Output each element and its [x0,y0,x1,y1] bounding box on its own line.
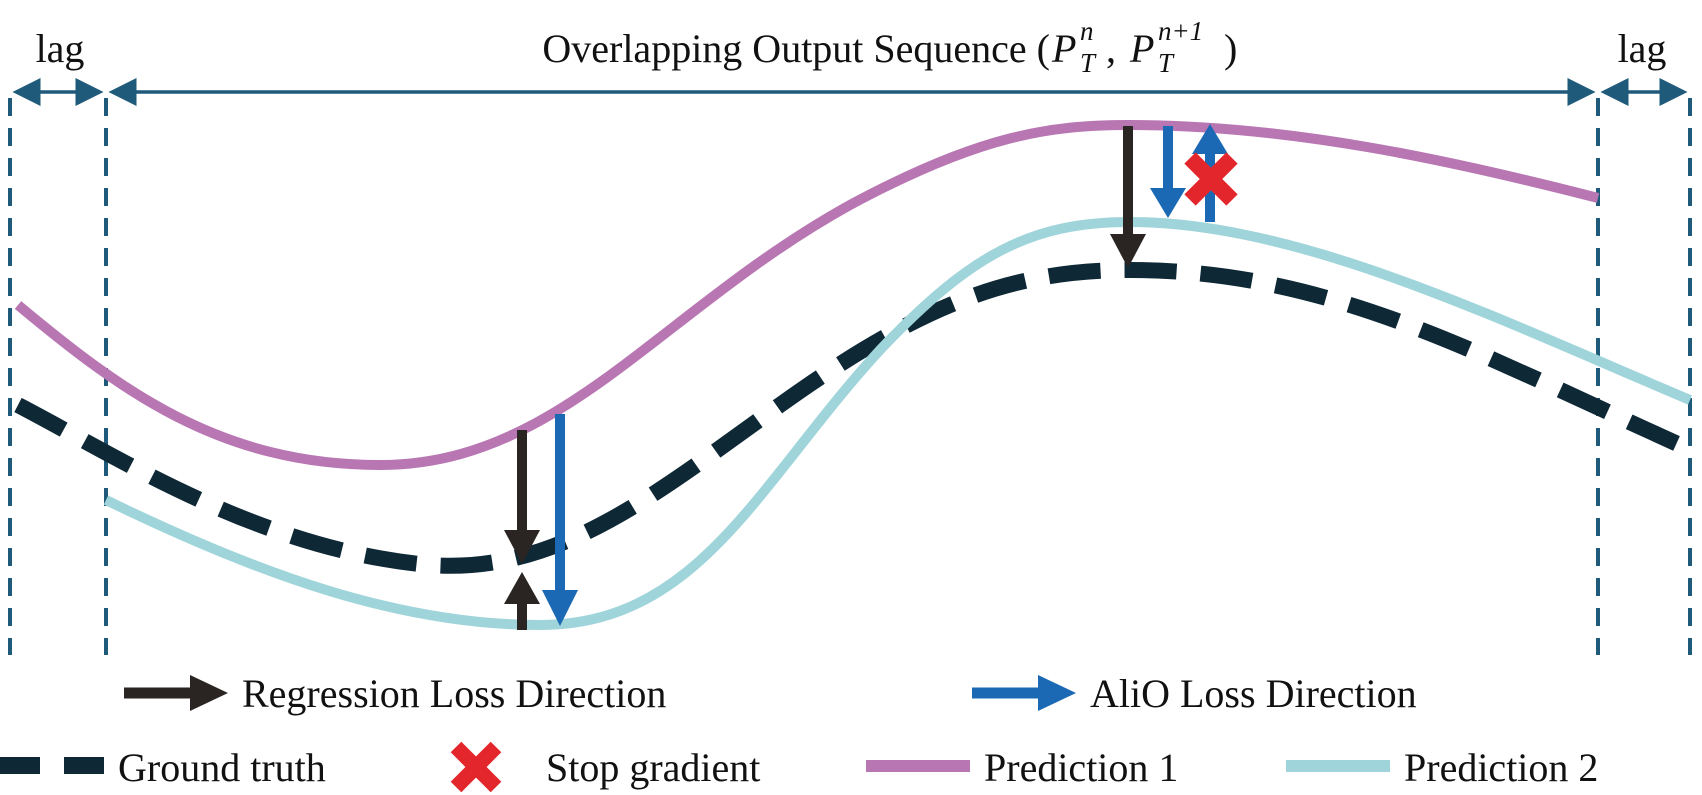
legend-ground-truth-label: Ground truth [118,745,326,790]
stop-gradient-icon [1184,152,1238,206]
alio-arrow-down-min [542,414,578,626]
legend-regression: Regression Loss Direction [124,671,666,716]
overlap-title-prefix: Overlapping Output Sequence ( [542,26,1050,71]
alio-arrow-down-peak [1150,126,1186,218]
ground-truth-swatch [0,757,104,774]
legend-prediction-1: Prediction 1 [866,745,1178,790]
lag-label-left: lag [36,26,85,71]
ground-truth-curve [14,261,1684,574]
legend-alio-label: AliO Loss Direction [1090,671,1417,716]
overlap-title: Overlapping Output Sequence ( P n T , P … [542,16,1237,78]
title-separator: , [1106,26,1116,71]
prediction-1-curve [14,119,1600,471]
legend-stop-gradient-label: Stop gradient [546,745,760,790]
p2-superscript: n+1 [1158,16,1203,46]
p1-base: P [1051,26,1076,71]
regression-arrow-down-peak [1110,126,1146,268]
lag-label-right: lag [1618,26,1667,71]
legend-ground-truth: Ground truth [0,745,326,790]
legend-prediction-1-label: Prediction 1 [984,745,1178,790]
alio-arrow-icon [972,675,1076,711]
prediction-2-swatch [1286,760,1390,772]
prediction-2-curve [103,216,1692,631]
p2-base: P [1129,26,1154,71]
p1-superscript: n [1080,16,1094,46]
regression-arrow-down-min [504,430,540,564]
legend-prediction-2: Prediction 2 [1286,745,1598,790]
boundary-lines [8,98,1692,655]
legend-prediction-2-label: Prediction 2 [1404,745,1598,790]
overlap-title-suffix: ) [1224,26,1237,71]
p1-subscript: T [1080,48,1097,78]
stop-gradient-legend-icon [450,741,502,793]
p2-subscript: T [1158,48,1175,78]
regression-arrow-up-min [504,572,540,630]
legend-stop-gradient: Stop gradient [450,741,760,793]
regression-arrow-icon [124,675,228,711]
legend-regression-label: Regression Loss Direction [242,671,666,716]
legend-alio: AliO Loss Direction [972,671,1417,716]
prediction-1-swatch [866,760,970,772]
